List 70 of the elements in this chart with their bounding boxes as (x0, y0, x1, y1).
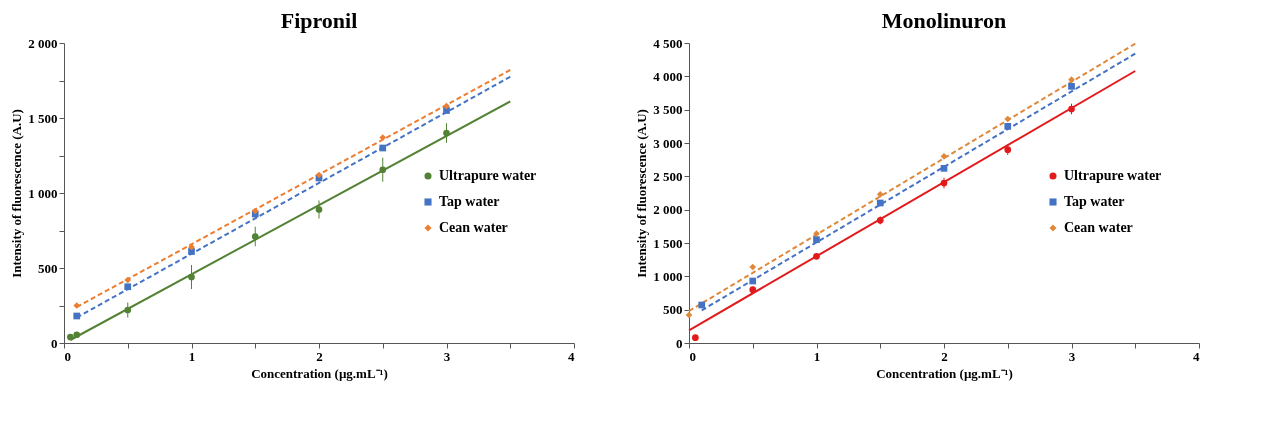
y-tick-label: 1 000 (653, 268, 683, 284)
point (813, 230, 820, 238)
point (379, 144, 387, 152)
point (188, 273, 195, 281)
point (443, 129, 450, 137)
point (251, 233, 259, 240)
x-tick-label: 0 (689, 348, 696, 364)
x-tick-label: 3 (443, 348, 451, 364)
point (692, 334, 699, 342)
point (1068, 82, 1075, 90)
x-tick-label: 0 (64, 348, 71, 364)
legend-label: Tap water (1064, 194, 1125, 209)
point (188, 248, 195, 255)
y-tick-label: 3 000 (653, 135, 683, 151)
y-tick-label: 500 (663, 302, 683, 318)
y-tick-label: 1 500 (653, 235, 683, 251)
x-tick-label: 1 (188, 348, 196, 364)
y-tick-label: 2 000 (653, 202, 683, 218)
point (443, 107, 450, 114)
y-tick-label: 3 500 (653, 102, 683, 118)
point (73, 302, 81, 309)
point (1004, 115, 1012, 123)
y-axis-title: Intensity of fluorescence (A.U) (9, 109, 25, 278)
point (124, 306, 132, 314)
y-tick-label: 4 500 (653, 35, 683, 51)
point (379, 134, 387, 141)
x-axis-title: Concentration (µg.mL⁻¹) (876, 365, 1013, 381)
point (876, 199, 884, 207)
x-tick-label: 1 (813, 348, 821, 364)
point (315, 206, 323, 213)
point (813, 236, 820, 244)
point (379, 166, 387, 174)
point (698, 301, 706, 309)
point (685, 311, 693, 319)
point (124, 283, 132, 291)
y-tick-label: 0 (676, 335, 683, 351)
point (813, 252, 820, 260)
y-tick-label: 1 000 (28, 185, 58, 201)
x-tick-label: 4 (1193, 348, 1200, 364)
y-tick-label: 500 (38, 260, 58, 276)
y-tick-label: 4 000 (653, 68, 683, 84)
point (749, 286, 757, 294)
legend-label: Tap water (439, 194, 500, 209)
y-tick-label: 2 000 (28, 35, 58, 51)
y-tick-label: 0 (51, 335, 58, 351)
point (67, 333, 74, 341)
point (749, 263, 757, 271)
chart-title: Fipronil (280, 8, 358, 33)
x-tick-label: 2 (941, 348, 948, 364)
point (1004, 122, 1012, 130)
point (940, 164, 948, 172)
point (73, 312, 81, 320)
point (73, 331, 81, 339)
y-tick-label: 2 500 (653, 168, 683, 184)
legend-label: Cean water (1064, 220, 1133, 235)
point (749, 277, 757, 285)
legend-label: Ultrapure water (1064, 168, 1162, 183)
point (1068, 76, 1075, 84)
legend-label: Ultrapure water (439, 168, 537, 183)
legend-label: Cean water (439, 220, 508, 235)
x-tick-label: 2 (316, 348, 323, 364)
x-tick-label: 3 (1068, 348, 1076, 364)
y-axis-title: Intensity of fluorescence (A.U) (634, 109, 650, 278)
y-tick-label: 1 500 (28, 110, 58, 126)
point (124, 276, 132, 284)
x-tick-label: 4 (568, 348, 575, 364)
x-axis-title: Concentration (µg.mL⁻¹) (251, 365, 388, 381)
chart-title: Monolinuron (881, 8, 1007, 33)
point (940, 152, 948, 160)
point (876, 190, 884, 198)
